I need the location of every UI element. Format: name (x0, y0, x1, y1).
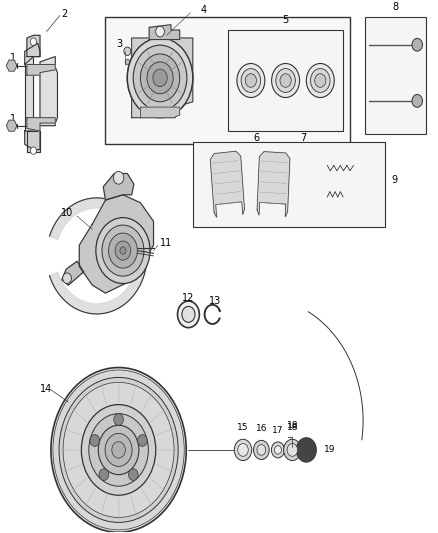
Polygon shape (7, 60, 17, 71)
Bar (106, 17, 350, 144)
Circle shape (59, 377, 178, 522)
Circle shape (153, 69, 167, 87)
Circle shape (30, 38, 36, 45)
Circle shape (284, 439, 301, 461)
Polygon shape (25, 43, 40, 64)
Polygon shape (79, 195, 153, 293)
Circle shape (272, 63, 300, 98)
Circle shape (113, 172, 124, 184)
Text: 2: 2 (61, 9, 67, 19)
Text: 12: 12 (182, 294, 194, 303)
Circle shape (238, 443, 248, 456)
Circle shape (296, 438, 316, 462)
Text: 1: 1 (10, 114, 16, 124)
Circle shape (234, 439, 252, 461)
Text: 15: 15 (237, 423, 249, 432)
Text: 5: 5 (283, 15, 289, 26)
Circle shape (275, 446, 282, 454)
Polygon shape (25, 131, 40, 150)
Text: 18: 18 (286, 423, 298, 432)
Text: 4: 4 (201, 5, 207, 15)
Polygon shape (103, 174, 134, 200)
Text: 6: 6 (254, 133, 260, 143)
Circle shape (89, 414, 148, 486)
Circle shape (241, 69, 261, 92)
Text: 9: 9 (392, 175, 398, 185)
Circle shape (115, 241, 131, 260)
Circle shape (112, 442, 125, 458)
Text: 7: 7 (300, 133, 306, 143)
Polygon shape (141, 107, 180, 118)
Polygon shape (49, 198, 147, 314)
Circle shape (237, 63, 265, 98)
Polygon shape (210, 151, 244, 217)
Circle shape (102, 225, 144, 276)
Text: 18: 18 (286, 422, 298, 431)
Circle shape (306, 63, 334, 98)
Circle shape (138, 434, 147, 446)
Circle shape (272, 442, 285, 458)
Circle shape (63, 382, 174, 518)
Polygon shape (27, 35, 40, 56)
Circle shape (53, 370, 184, 530)
Circle shape (155, 26, 164, 37)
Text: 1: 1 (10, 53, 16, 63)
Circle shape (124, 47, 131, 55)
Circle shape (96, 217, 150, 284)
Circle shape (109, 233, 138, 268)
Circle shape (98, 425, 139, 474)
Circle shape (177, 301, 199, 328)
Circle shape (105, 433, 132, 466)
Polygon shape (27, 118, 55, 131)
Circle shape (245, 74, 257, 87)
Circle shape (412, 38, 423, 51)
Circle shape (276, 69, 295, 92)
Polygon shape (7, 120, 17, 131)
Polygon shape (40, 56, 57, 126)
Circle shape (114, 414, 124, 425)
Circle shape (412, 94, 423, 107)
Text: 14: 14 (40, 384, 52, 394)
Circle shape (257, 445, 266, 455)
Text: 16: 16 (256, 424, 267, 433)
Text: 19: 19 (324, 446, 336, 455)
Text: 17: 17 (272, 426, 284, 435)
Polygon shape (27, 131, 40, 152)
Circle shape (30, 147, 36, 155)
Circle shape (254, 440, 269, 459)
Circle shape (99, 469, 109, 480)
Bar (228, 30, 343, 131)
Polygon shape (132, 38, 193, 118)
Circle shape (147, 62, 173, 94)
Text: 3: 3 (116, 39, 122, 50)
Circle shape (141, 54, 180, 102)
Polygon shape (257, 151, 290, 217)
Circle shape (81, 405, 156, 495)
Circle shape (133, 45, 187, 110)
Circle shape (51, 368, 186, 532)
Polygon shape (149, 25, 180, 39)
Circle shape (128, 469, 138, 480)
Circle shape (125, 59, 130, 64)
Circle shape (90, 434, 99, 446)
Circle shape (127, 38, 193, 118)
Bar (365, 17, 426, 134)
Text: 11: 11 (160, 238, 172, 248)
Polygon shape (27, 64, 55, 75)
Bar (193, 142, 385, 227)
Text: 10: 10 (60, 208, 73, 219)
Circle shape (120, 247, 126, 254)
Text: 13: 13 (208, 296, 221, 306)
Circle shape (63, 273, 71, 284)
Polygon shape (25, 56, 33, 134)
Circle shape (287, 443, 297, 456)
Circle shape (311, 69, 330, 92)
Polygon shape (62, 261, 84, 285)
Circle shape (315, 74, 326, 87)
Circle shape (182, 306, 195, 322)
Circle shape (127, 38, 193, 118)
Circle shape (280, 74, 291, 87)
Text: 8: 8 (393, 2, 399, 12)
